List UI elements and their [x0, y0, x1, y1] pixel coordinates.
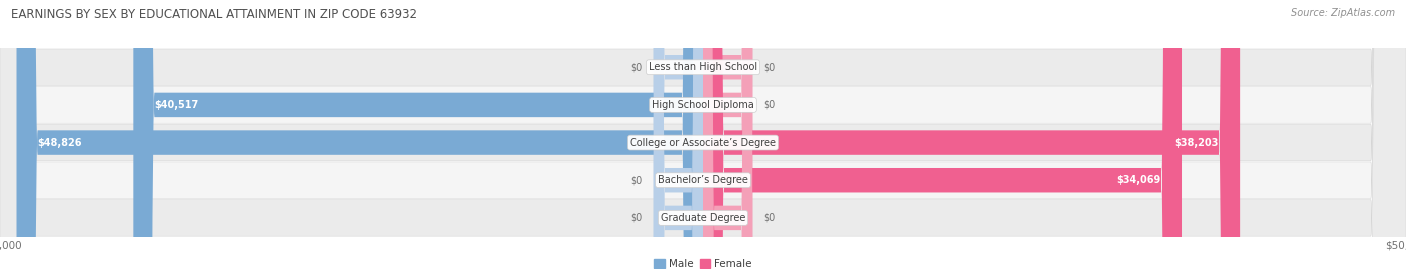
- Text: Less than High School: Less than High School: [650, 62, 756, 72]
- Text: $0: $0: [763, 100, 776, 110]
- Legend: Male, Female: Male, Female: [650, 254, 756, 269]
- Text: $0: $0: [630, 175, 643, 185]
- Text: EARNINGS BY SEX BY EDUCATIONAL ATTAINMENT IN ZIP CODE 63932: EARNINGS BY SEX BY EDUCATIONAL ATTAINMEN…: [11, 8, 418, 21]
- FancyBboxPatch shape: [703, 0, 1182, 269]
- FancyBboxPatch shape: [703, 0, 752, 269]
- FancyBboxPatch shape: [703, 0, 752, 269]
- Text: College or Associate’s Degree: College or Associate’s Degree: [630, 137, 776, 148]
- FancyBboxPatch shape: [703, 0, 1240, 269]
- Text: $0: $0: [763, 213, 776, 223]
- FancyBboxPatch shape: [654, 0, 703, 269]
- Text: $0: $0: [630, 213, 643, 223]
- Text: $40,517: $40,517: [155, 100, 198, 110]
- FancyBboxPatch shape: [654, 0, 703, 269]
- Text: $34,069: $34,069: [1116, 175, 1161, 185]
- FancyBboxPatch shape: [654, 0, 703, 269]
- Text: Source: ZipAtlas.com: Source: ZipAtlas.com: [1291, 8, 1395, 18]
- FancyBboxPatch shape: [134, 0, 703, 269]
- Text: $48,826: $48,826: [38, 137, 82, 148]
- FancyBboxPatch shape: [703, 0, 752, 269]
- Text: $38,203: $38,203: [1174, 137, 1219, 148]
- Text: High School Diploma: High School Diploma: [652, 100, 754, 110]
- Text: $0: $0: [630, 62, 643, 72]
- Text: Bachelor’s Degree: Bachelor’s Degree: [658, 175, 748, 185]
- FancyBboxPatch shape: [17, 0, 703, 269]
- Text: Graduate Degree: Graduate Degree: [661, 213, 745, 223]
- Text: $0: $0: [763, 62, 776, 72]
